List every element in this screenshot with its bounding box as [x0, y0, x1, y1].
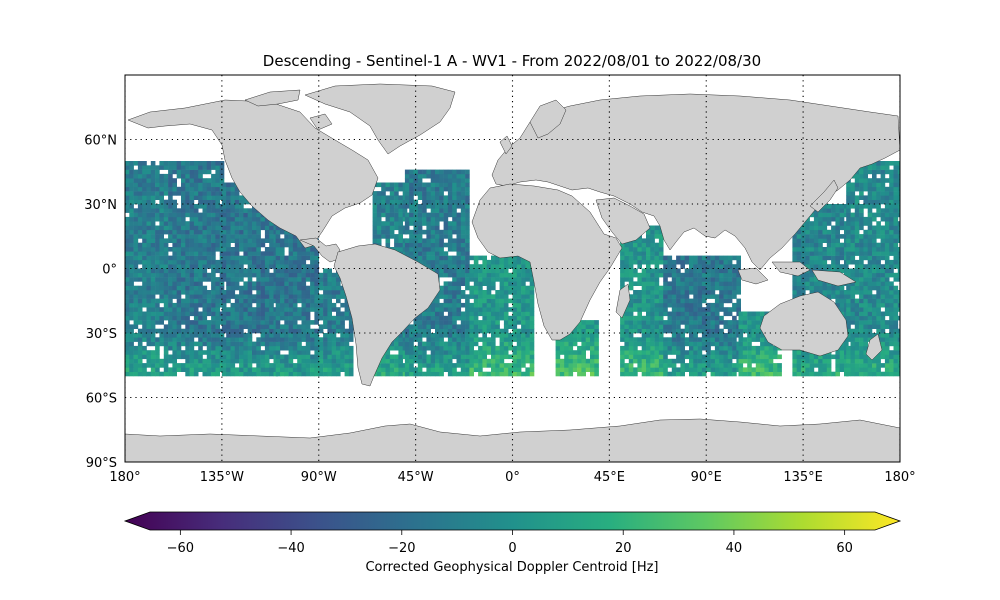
colorbar-body — [123, 511, 902, 531]
x-tick-label: 135°W — [200, 470, 244, 485]
y-tick-label: 60°S — [86, 392, 117, 407]
data-swath — [620, 225, 664, 377]
landmass-africa — [471, 183, 623, 341]
landmass-scandinavia — [529, 99, 567, 139]
x-tick-label: 180° — [109, 470, 140, 485]
gridlines — [125, 75, 900, 462]
data-swath — [125, 161, 169, 377]
x-tick-label: 135°E — [783, 470, 823, 485]
landmass-australia — [759, 291, 849, 357]
colorbar-tick-label: −60 — [167, 541, 194, 556]
landmass-madagascar — [615, 283, 631, 319]
colorbar-tick-label: 0 — [508, 541, 516, 556]
landmass-arabia — [595, 197, 651, 245]
x-tick-label: 180° — [884, 470, 915, 485]
data-swath — [275, 225, 319, 377]
landmass-south-america — [333, 243, 441, 387]
data-swath — [168, 161, 225, 377]
colorbar-tick-label: 60 — [836, 541, 853, 556]
data-swath — [469, 255, 535, 377]
map-panel — [125, 75, 900, 462]
y-tick-label: 30°S — [86, 327, 117, 342]
data-swath — [404, 169, 470, 377]
y-tick-label: 30°N — [84, 198, 117, 213]
y-tick-label: 60°N — [84, 134, 117, 149]
x-tick-label: 45°E — [594, 470, 625, 485]
x-tick-label: 90°W — [301, 470, 337, 485]
colorbar-tick-label: 40 — [726, 541, 743, 556]
landmass-uk — [499, 135, 513, 155]
doppler-data-layer — [125, 161, 900, 377]
colorbar-label: Corrected Geophysical Doppler Centroid [… — [365, 560, 658, 575]
y-tick-label: 90°S — [86, 456, 117, 471]
y-axis-ticks: 60°N 30°N 0° 30°S 60°S 90°S — [84, 134, 117, 472]
colorbar-tick-label: −20 — [388, 541, 415, 556]
landmass-indonesia — [737, 261, 857, 287]
land-layer — [125, 83, 900, 462]
colorbar-tick-label: 20 — [615, 541, 632, 556]
x-axis-ticks: 180° 135°W 90°W 45°W 0° 45°E 90°E 135°E 180° — [109, 470, 915, 485]
landmass-new-zealand — [865, 333, 883, 361]
data-swath — [221, 182, 279, 377]
landmass-europe-asia — [491, 93, 900, 271]
x-tick-label: 0° — [505, 470, 520, 485]
chart-title: Descending - Sentinel-1 A - WV1 - From 2… — [263, 52, 761, 70]
y-tick-label: 0° — [102, 263, 117, 278]
colorbar-ticks: −60 −40 −20 0 20 40 60 — [167, 530, 853, 556]
x-tick-label: 45°W — [398, 470, 434, 485]
x-tick-label: 90°E — [691, 470, 722, 485]
map-frame — [124, 74, 901, 463]
landmass-greenland — [304, 83, 456, 155]
landmass-arctic-islands — [244, 89, 333, 131]
colorbar: −60 −40 −20 0 20 40 60 Corrected Geophysical D… — [123, 511, 902, 575]
landmass-north-america — [127, 99, 379, 249]
colorbar-tick-label: −40 — [277, 541, 304, 556]
data-swath — [663, 255, 741, 377]
